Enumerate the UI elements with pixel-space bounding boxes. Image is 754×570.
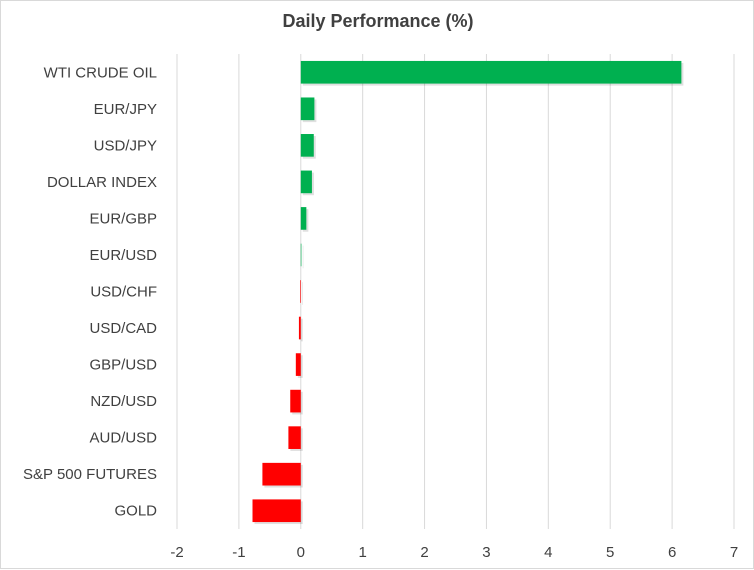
category-label: NZD/USD xyxy=(90,393,157,410)
category-label: S&P 500 FUTURES xyxy=(23,466,157,483)
bar xyxy=(300,207,307,230)
bar xyxy=(300,134,314,157)
bar xyxy=(295,353,301,376)
category-label: EUR/JPY xyxy=(94,101,157,118)
x-tick-label: 7 xyxy=(730,544,738,561)
bar xyxy=(300,280,301,303)
bars xyxy=(252,60,684,525)
chart-title: Daily Performance (%) xyxy=(282,11,474,31)
category-label: USD/CHF xyxy=(90,284,157,301)
category-label: AUD/USD xyxy=(89,430,157,447)
x-tick-label: 5 xyxy=(606,544,614,561)
category-label: EUR/USD xyxy=(89,247,157,264)
x-tick-label: 6 xyxy=(668,544,676,561)
bar xyxy=(252,499,301,523)
category-label: USD/CAD xyxy=(89,320,157,337)
bar-shadow xyxy=(302,245,304,269)
x-tick-label: -1 xyxy=(232,544,245,561)
bar xyxy=(300,60,682,84)
gridlines xyxy=(176,54,735,529)
x-tick-label: 4 xyxy=(544,544,552,561)
x-tick-label: 1 xyxy=(358,544,366,561)
category-labels: WTI CRUDE OIL EUR/JPY USD/JPY DOLLAR INDEX E… xyxy=(23,64,157,519)
x-tick-label: 0 xyxy=(297,544,305,561)
category-label: WTI CRUDE OIL xyxy=(44,64,157,81)
bar xyxy=(300,243,302,267)
category-label: GOLD xyxy=(114,503,157,520)
bar xyxy=(298,316,301,340)
x-tick-label: 3 xyxy=(482,544,490,561)
bar-shadow xyxy=(302,282,303,305)
x-axis-tick-labels: -2 -1 0 1 2 3 4 5 6 7 xyxy=(170,544,738,561)
bar xyxy=(300,170,312,194)
bar xyxy=(288,426,301,449)
category-label: USD/JPY xyxy=(94,137,157,154)
bar xyxy=(300,97,315,121)
category-label: GBP/USD xyxy=(89,357,157,374)
category-label: EUR/GBP xyxy=(89,210,157,227)
bar xyxy=(262,462,301,486)
x-tick-label: 2 xyxy=(420,544,428,561)
category-label: DOLLAR INDEX xyxy=(47,174,157,191)
x-tick-label: -2 xyxy=(170,544,183,561)
bar-shadow xyxy=(300,318,303,342)
bar xyxy=(290,389,301,413)
